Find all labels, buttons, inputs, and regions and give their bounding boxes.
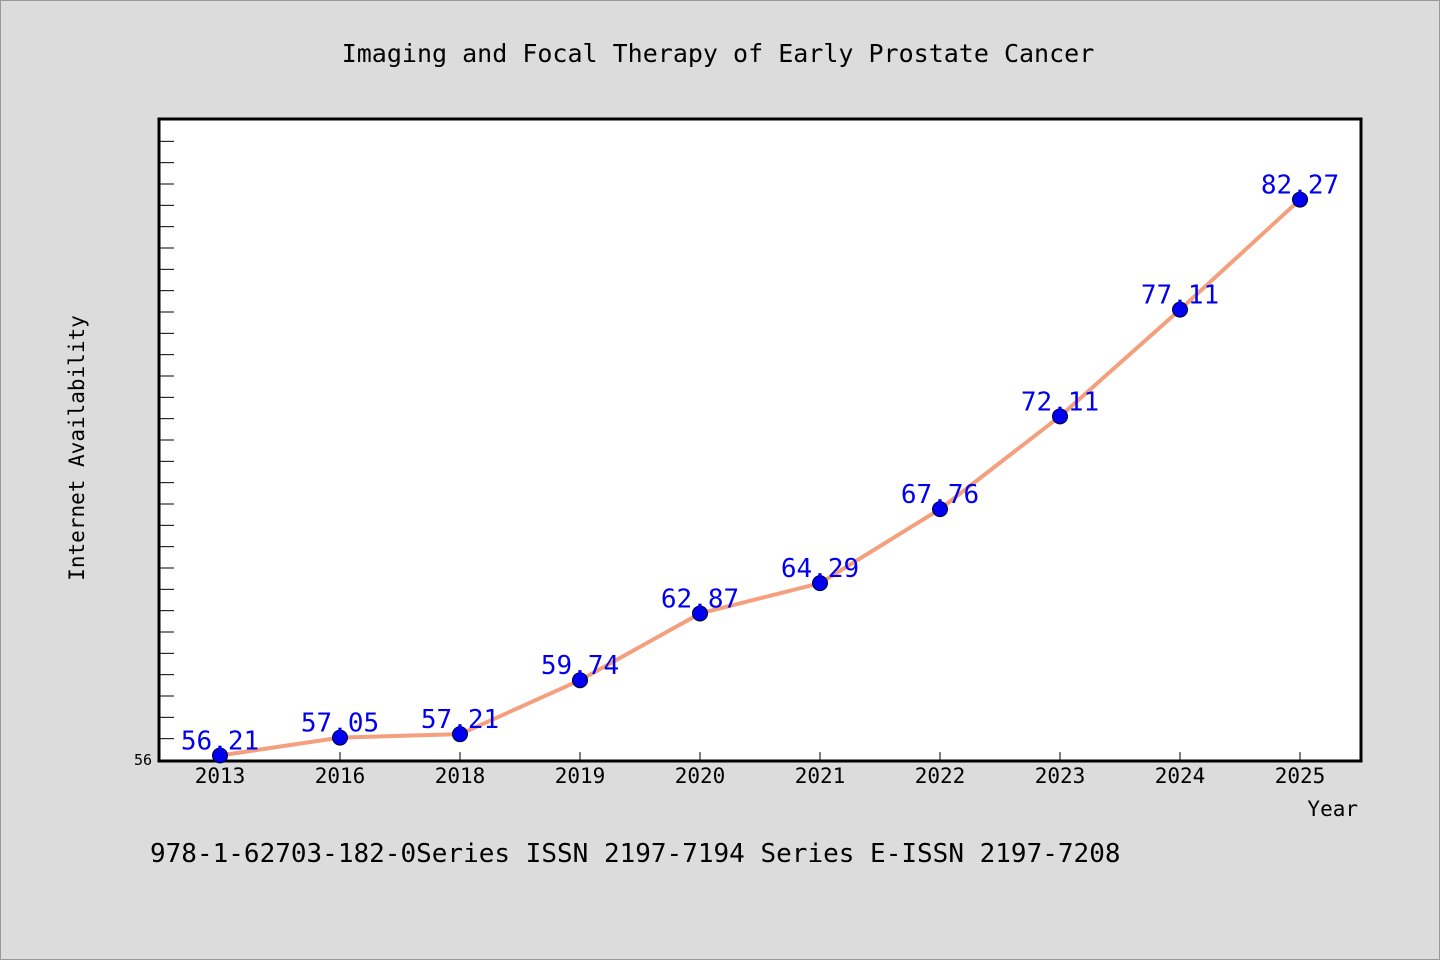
data-point xyxy=(1292,191,1308,208)
y-axis-ticks: 56 xyxy=(134,119,174,769)
chart-title: Imaging and Focal Therapy of Early Prost… xyxy=(342,39,1095,68)
x-tick-label: 2022 xyxy=(915,764,966,788)
series-line xyxy=(218,197,1302,758)
y-tick-label: 56 xyxy=(134,751,152,769)
footer-text: 978-1-62703-182-0Series ISSN 2197-7194 S… xyxy=(150,839,1121,869)
data-label: 56.21 xyxy=(181,727,259,757)
x-axis-ticks: 2013 2016 2018 2019 2020 2021 2022 2023 2024 2025 xyxy=(195,752,1326,788)
data-label: 59.74 xyxy=(541,651,619,681)
plot-area xyxy=(157,117,1363,763)
data-point xyxy=(1052,408,1068,425)
data-label: 64.29 xyxy=(781,554,859,584)
data-label: 57.05 xyxy=(301,709,379,739)
x-tick-label: 2016 xyxy=(315,764,366,788)
data-point xyxy=(572,672,588,689)
data-points xyxy=(212,191,1308,764)
data-label: 57.21 xyxy=(421,705,499,735)
data-point xyxy=(332,729,348,746)
x-tick-label: 2013 xyxy=(195,764,246,788)
y-axis-label: Internet Availability xyxy=(65,315,89,581)
data-point xyxy=(932,501,948,518)
data-point xyxy=(452,726,468,743)
data-label: 72.11 xyxy=(1021,387,1099,417)
x-tick-label: 2020 xyxy=(675,764,726,788)
x-tick-label: 2019 xyxy=(555,764,606,788)
x-axis-label: Year xyxy=(1307,797,1358,821)
x-tick-label: 2021 xyxy=(795,764,846,788)
data-labels: 56.21 57.05 57.21 59.74 62.87 64.29 67.76 72.11… xyxy=(181,171,1339,757)
x-tick-label: 2018 xyxy=(435,764,486,788)
data-label: 82.27 xyxy=(1261,171,1339,201)
data-point xyxy=(812,575,828,592)
x-tick-label: 2024 xyxy=(1155,764,1206,788)
data-label: 62.87 xyxy=(661,584,739,614)
data-label: 67.76 xyxy=(901,480,979,510)
data-point xyxy=(1172,301,1188,318)
x-tick-label: 2023 xyxy=(1035,764,1086,788)
data-label: 77.11 xyxy=(1141,281,1219,311)
data-point xyxy=(212,747,228,764)
x-tick-label: 2025 xyxy=(1275,764,1326,788)
data-point xyxy=(692,605,708,622)
